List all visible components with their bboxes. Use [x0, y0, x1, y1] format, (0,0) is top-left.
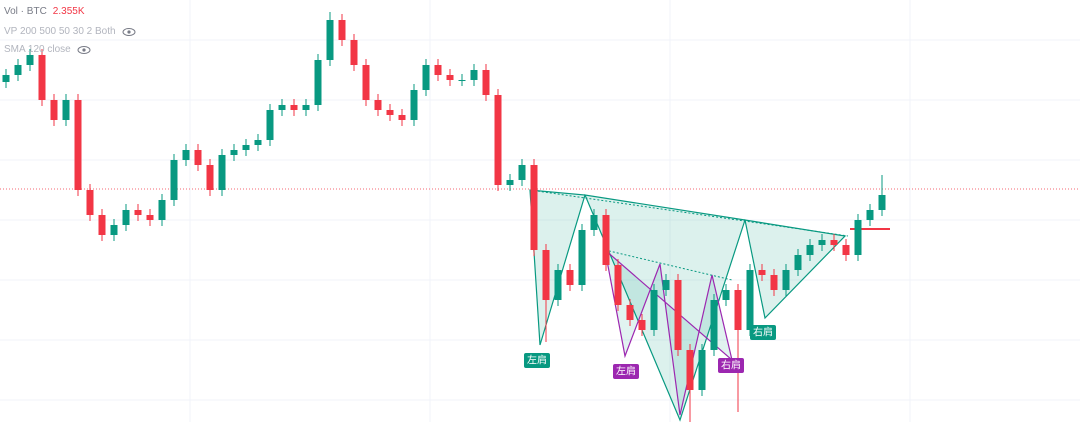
pattern-label: 左肩: [527, 354, 547, 367]
candle-body: [398, 115, 406, 120]
candle-body: [458, 80, 466, 81]
candle-body: [830, 240, 838, 245]
tags: 左肩 左肩 右肩 右肩: [524, 325, 776, 379]
candle-body: [806, 245, 814, 255]
candle-body: [302, 105, 310, 110]
candle-body: [626, 305, 634, 320]
candle-body: [74, 100, 82, 190]
candle-body: [278, 105, 286, 110]
candle-body: [170, 160, 178, 200]
candle-body: [614, 265, 622, 305]
indicator-legend[interactable]: VP 200 500 50 30 2 Both: [4, 26, 136, 37]
candle-body: [350, 40, 358, 65]
candle-body: [686, 350, 694, 390]
candle-body: [854, 220, 862, 255]
candle-body: [746, 270, 754, 330]
candle-body: [410, 90, 418, 120]
candle-body: [590, 215, 598, 230]
candle-body: [254, 140, 262, 145]
candle-body: [146, 215, 154, 220]
candle-body: [14, 65, 22, 75]
candle-body: [62, 100, 70, 120]
candle-body: [794, 255, 802, 270]
legend-text: VP 200 500 50 30 2 Both: [4, 26, 116, 37]
candle-body: [470, 70, 478, 80]
candle-body: [26, 55, 34, 65]
candle-body: [842, 245, 850, 255]
candle-body: [866, 210, 874, 220]
candle-body: [710, 300, 718, 350]
candle-body: [758, 270, 766, 275]
candle-body: [374, 100, 382, 110]
indicator-legend[interactable]: SMA 120 close: [4, 44, 91, 55]
candle-body: [530, 165, 538, 250]
candle-body: [770, 275, 778, 290]
candle-body: [674, 280, 682, 350]
candle-body: [230, 150, 238, 155]
candle-body: [578, 230, 586, 285]
candle-body: [38, 55, 46, 100]
candle-body: [218, 155, 226, 190]
candle-body: [266, 110, 274, 140]
candle-body: [506, 180, 514, 185]
legend-text: SMA 120 close: [4, 44, 71, 55]
eye-icon[interactable]: [122, 27, 136, 37]
candle-body: [206, 165, 214, 190]
candle-body: [494, 95, 502, 185]
candle-body: [434, 65, 442, 75]
candle-body: [242, 145, 250, 150]
candle-body: [194, 150, 202, 165]
eye-icon[interactable]: [77, 45, 91, 55]
pattern-label: 右肩: [721, 359, 741, 372]
candle-body: [698, 350, 706, 390]
candle-body: [818, 240, 826, 245]
candle-body: [158, 200, 166, 220]
legend-text: Vol · BTC: [4, 6, 47, 17]
candle-body: [362, 65, 370, 100]
candle-body: [662, 280, 670, 290]
candle-body: [122, 210, 130, 225]
candle-body: [638, 320, 646, 330]
candle-body: [878, 195, 886, 210]
candle-body: [2, 75, 10, 82]
candle-body: [182, 150, 190, 160]
candle-body: [326, 20, 334, 60]
candle-body: [134, 210, 142, 215]
candle-body: [734, 290, 742, 330]
volume-legend: Vol · BTC 2.355K: [4, 6, 85, 17]
candle-body: [602, 215, 610, 265]
candle-body: [518, 165, 526, 180]
candle-body: [650, 290, 658, 330]
candle-body: [554, 270, 562, 300]
candle-body: [482, 70, 490, 95]
candle-body: [338, 20, 346, 40]
legend-value: 2.355K: [52, 6, 85, 17]
candle-body: [314, 60, 322, 105]
candle-body: [110, 225, 118, 235]
candle-body: [782, 270, 790, 290]
candles: [2, 12, 886, 422]
candle-body: [446, 75, 454, 80]
candle-body: [86, 190, 94, 215]
candle-body: [722, 290, 730, 300]
candle-body: [50, 100, 58, 120]
candle-body: [542, 250, 550, 300]
candle-body: [566, 270, 574, 285]
candle-body: [422, 65, 430, 90]
candle-body: [98, 215, 106, 235]
candle-body: [290, 105, 298, 110]
pattern-label: 左肩: [616, 365, 636, 378]
candle-body: [386, 110, 394, 115]
pattern-label: 右肩: [753, 326, 773, 339]
